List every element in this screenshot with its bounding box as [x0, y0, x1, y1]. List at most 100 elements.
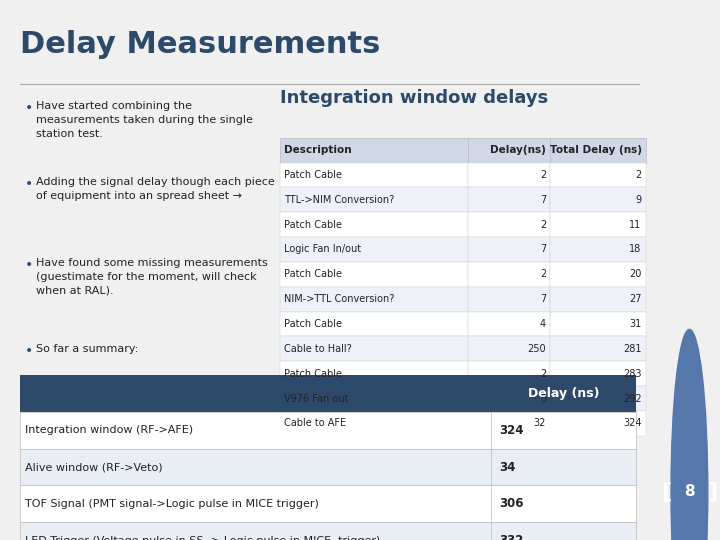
FancyBboxPatch shape	[280, 336, 468, 361]
Text: 20: 20	[629, 269, 642, 279]
Text: •: •	[25, 177, 33, 191]
Text: Have started combining the
measurements taken during the single
station test.: Have started combining the measurements …	[36, 101, 253, 139]
Text: 2: 2	[636, 170, 642, 180]
FancyBboxPatch shape	[468, 312, 550, 336]
FancyBboxPatch shape	[280, 312, 468, 336]
Text: Cable to AFE: Cable to AFE	[284, 418, 346, 428]
Text: Patch Cable: Patch Cable	[284, 319, 342, 329]
Text: 8: 8	[684, 484, 695, 499]
Text: 11: 11	[629, 220, 642, 229]
FancyBboxPatch shape	[468, 237, 550, 262]
Text: 324: 324	[499, 424, 523, 437]
FancyBboxPatch shape	[280, 287, 468, 312]
FancyBboxPatch shape	[468, 411, 550, 436]
FancyBboxPatch shape	[550, 386, 646, 411]
FancyBboxPatch shape	[280, 187, 468, 212]
Text: 7: 7	[540, 195, 546, 205]
Text: Total Delay (ns): Total Delay (ns)	[549, 145, 642, 155]
Text: 9: 9	[636, 195, 642, 205]
FancyBboxPatch shape	[468, 187, 550, 212]
Circle shape	[671, 329, 708, 540]
Text: Adding the signal delay though each piece
of equipment into an spread sheet →: Adding the signal delay though each piec…	[36, 177, 275, 200]
FancyBboxPatch shape	[280, 163, 468, 187]
Text: 9: 9	[540, 394, 546, 403]
FancyBboxPatch shape	[550, 237, 646, 262]
Text: 27: 27	[629, 294, 642, 304]
Text: 250: 250	[528, 344, 546, 354]
Text: TOF Signal (PMT signal->Logic pulse in MICE trigger): TOF Signal (PMT signal->Logic pulse in M…	[25, 499, 319, 509]
FancyBboxPatch shape	[280, 237, 468, 262]
FancyBboxPatch shape	[468, 386, 550, 411]
FancyBboxPatch shape	[468, 212, 550, 237]
Text: 4: 4	[540, 319, 546, 329]
Text: 281: 281	[624, 344, 642, 354]
FancyBboxPatch shape	[280, 212, 468, 237]
Text: 2: 2	[540, 369, 546, 379]
Text: 324: 324	[624, 418, 642, 428]
Text: Patch Cable: Patch Cable	[284, 220, 342, 229]
Text: Integration window (RF->AFE): Integration window (RF->AFE)	[25, 426, 193, 435]
FancyBboxPatch shape	[280, 361, 468, 386]
FancyBboxPatch shape	[468, 336, 550, 361]
Text: Delay(ns): Delay(ns)	[490, 145, 546, 155]
Text: Patch Cable: Patch Cable	[284, 170, 342, 180]
Text: 18: 18	[629, 245, 642, 254]
FancyBboxPatch shape	[280, 386, 468, 411]
FancyBboxPatch shape	[550, 411, 646, 436]
Text: So far a summary:: So far a summary:	[36, 344, 139, 354]
Text: 32: 32	[534, 418, 546, 428]
Text: Description: Description	[284, 145, 351, 155]
Text: Cable to Hall?: Cable to Hall?	[284, 344, 351, 354]
Text: 2: 2	[540, 220, 546, 229]
Text: 7: 7	[540, 245, 546, 254]
FancyBboxPatch shape	[550, 287, 646, 312]
Text: Patch Cable: Patch Cable	[284, 369, 342, 379]
FancyBboxPatch shape	[550, 361, 646, 386]
Text: V976 Fan out: V976 Fan out	[284, 394, 348, 403]
Text: 283: 283	[624, 369, 642, 379]
FancyBboxPatch shape	[468, 163, 550, 187]
Text: NIM->TTL Conversion?: NIM->TTL Conversion?	[284, 294, 395, 304]
FancyBboxPatch shape	[19, 375, 636, 412]
Text: •: •	[25, 258, 33, 272]
Text: [: [	[661, 481, 671, 502]
FancyBboxPatch shape	[550, 187, 646, 212]
FancyBboxPatch shape	[468, 138, 550, 163]
Text: Delay (ns): Delay (ns)	[528, 387, 599, 400]
FancyBboxPatch shape	[280, 262, 468, 287]
Text: 7: 7	[540, 294, 546, 304]
FancyBboxPatch shape	[468, 287, 550, 312]
FancyBboxPatch shape	[550, 138, 646, 163]
Text: 31: 31	[629, 319, 642, 329]
Text: 2: 2	[540, 170, 546, 180]
Text: Delay Measurements: Delay Measurements	[19, 30, 380, 59]
Text: 332: 332	[499, 534, 523, 540]
Text: Logic Fan In/out: Logic Fan In/out	[284, 245, 361, 254]
Text: ]: ]	[708, 481, 718, 502]
Text: 34: 34	[499, 461, 515, 474]
FancyBboxPatch shape	[19, 522, 636, 540]
Text: Patch Cable: Patch Cable	[284, 269, 342, 279]
FancyBboxPatch shape	[280, 411, 468, 436]
Text: 2: 2	[540, 269, 546, 279]
Text: TTL->NIM Conversion?: TTL->NIM Conversion?	[284, 195, 394, 205]
Text: LED Trigger (Voltage pulse in SS -> Logic pulse in MICE  trigger): LED Trigger (Voltage pulse in SS -> Logi…	[25, 536, 380, 540]
FancyBboxPatch shape	[468, 361, 550, 386]
FancyBboxPatch shape	[550, 312, 646, 336]
FancyBboxPatch shape	[19, 449, 636, 485]
FancyBboxPatch shape	[550, 163, 646, 187]
FancyBboxPatch shape	[19, 412, 636, 449]
Text: Have found some missing measurements
(guestimate for the moment, will check
when: Have found some missing measurements (gu…	[36, 258, 268, 295]
FancyBboxPatch shape	[550, 262, 646, 287]
FancyBboxPatch shape	[19, 485, 636, 522]
FancyBboxPatch shape	[550, 212, 646, 237]
FancyBboxPatch shape	[280, 138, 468, 163]
FancyBboxPatch shape	[550, 336, 646, 361]
Text: 292: 292	[623, 394, 642, 403]
Text: Integration window delays: Integration window delays	[280, 89, 548, 107]
Text: Alive window (RF->Veto): Alive window (RF->Veto)	[25, 462, 163, 472]
Text: 306: 306	[499, 497, 523, 510]
Text: •: •	[25, 344, 33, 358]
FancyBboxPatch shape	[468, 262, 550, 287]
Text: •: •	[25, 101, 33, 115]
